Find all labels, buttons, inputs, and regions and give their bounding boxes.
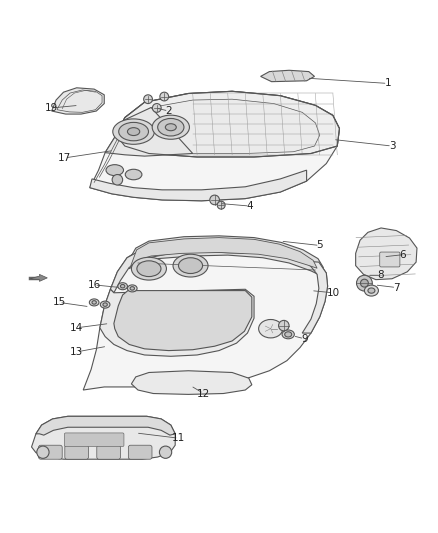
Text: 13: 13: [70, 347, 83, 357]
Ellipse shape: [125, 169, 142, 180]
Circle shape: [112, 174, 123, 185]
Ellipse shape: [364, 285, 378, 296]
FancyBboxPatch shape: [39, 445, 62, 459]
Ellipse shape: [89, 299, 99, 306]
FancyBboxPatch shape: [128, 445, 152, 459]
Polygon shape: [90, 170, 307, 201]
Ellipse shape: [103, 303, 107, 306]
FancyBboxPatch shape: [65, 445, 88, 459]
Ellipse shape: [137, 261, 161, 277]
Circle shape: [360, 279, 368, 287]
Ellipse shape: [282, 330, 294, 339]
Ellipse shape: [92, 301, 96, 304]
Text: 8: 8: [378, 270, 385, 280]
Text: 7: 7: [393, 282, 400, 293]
Text: 14: 14: [70, 323, 83, 333]
Ellipse shape: [158, 118, 184, 136]
FancyBboxPatch shape: [380, 252, 400, 267]
Ellipse shape: [120, 285, 125, 288]
Ellipse shape: [173, 254, 208, 277]
Ellipse shape: [119, 123, 148, 141]
Text: 19: 19: [45, 103, 58, 113]
Ellipse shape: [106, 165, 124, 175]
Circle shape: [210, 195, 219, 205]
Ellipse shape: [118, 282, 127, 290]
Polygon shape: [32, 416, 175, 459]
Text: 5: 5: [316, 240, 323, 251]
Circle shape: [144, 95, 152, 103]
Text: 16: 16: [88, 280, 101, 290]
Text: 2: 2: [165, 106, 172, 116]
Ellipse shape: [131, 257, 166, 280]
Ellipse shape: [127, 128, 140, 135]
Polygon shape: [110, 241, 243, 293]
Ellipse shape: [130, 287, 134, 290]
Polygon shape: [100, 289, 254, 356]
Text: 12: 12: [197, 389, 210, 399]
Text: 3: 3: [389, 141, 396, 151]
Polygon shape: [356, 228, 417, 280]
Text: 17: 17: [58, 153, 71, 163]
Polygon shape: [83, 239, 328, 390]
Ellipse shape: [368, 288, 375, 293]
Ellipse shape: [285, 332, 292, 337]
Polygon shape: [36, 416, 175, 435]
Ellipse shape: [166, 124, 176, 131]
Circle shape: [217, 201, 225, 209]
Circle shape: [152, 103, 161, 112]
Polygon shape: [52, 88, 104, 114]
FancyBboxPatch shape: [97, 445, 120, 459]
Polygon shape: [90, 91, 339, 201]
Polygon shape: [302, 261, 328, 333]
Circle shape: [279, 320, 289, 331]
Circle shape: [37, 446, 49, 458]
Text: 15: 15: [53, 297, 66, 308]
Ellipse shape: [179, 258, 202, 273]
Polygon shape: [131, 238, 317, 268]
Text: 6: 6: [399, 249, 406, 260]
Ellipse shape: [127, 285, 137, 292]
Polygon shape: [116, 91, 339, 157]
Text: 4: 4: [246, 201, 253, 211]
Polygon shape: [114, 290, 252, 351]
Circle shape: [357, 275, 372, 291]
Polygon shape: [128, 236, 323, 276]
Polygon shape: [131, 371, 252, 394]
Ellipse shape: [113, 119, 154, 144]
Text: 11: 11: [172, 433, 185, 443]
Text: 10: 10: [326, 288, 339, 298]
Ellipse shape: [258, 319, 283, 338]
Ellipse shape: [152, 115, 189, 139]
Circle shape: [160, 92, 169, 101]
Text: 1: 1: [384, 78, 391, 88]
Text: 9: 9: [301, 334, 308, 344]
Polygon shape: [261, 70, 314, 82]
Ellipse shape: [100, 301, 110, 308]
Polygon shape: [123, 99, 320, 154]
FancyBboxPatch shape: [64, 433, 124, 447]
Polygon shape: [30, 274, 47, 281]
Polygon shape: [105, 108, 193, 156]
Circle shape: [159, 446, 172, 458]
